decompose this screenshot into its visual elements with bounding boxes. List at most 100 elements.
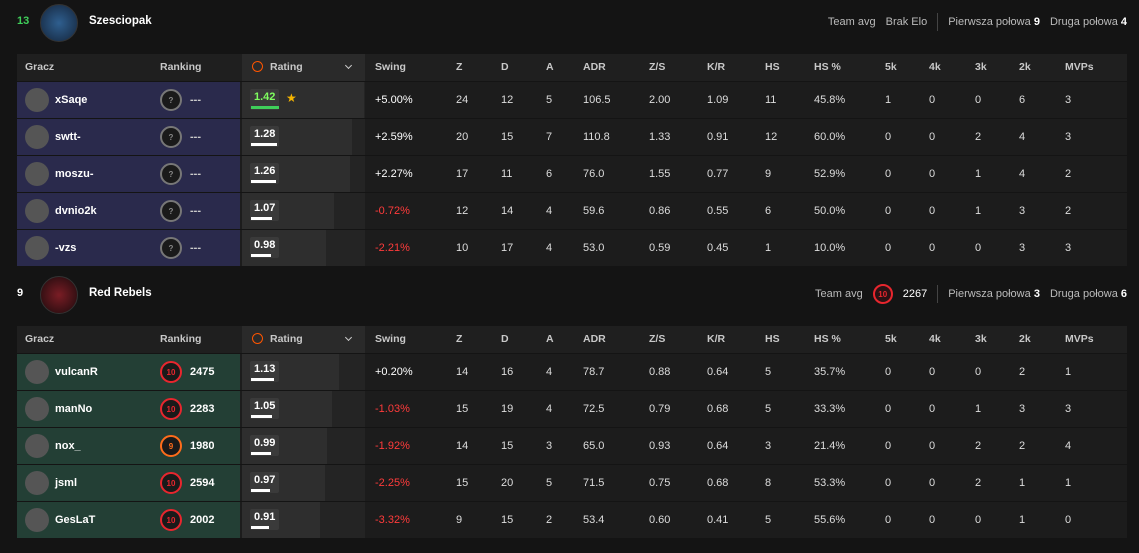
stat: 0 <box>885 403 892 415</box>
rating-bar <box>251 415 272 418</box>
stat: 6 <box>546 168 553 180</box>
stat: 4 <box>1019 131 1026 143</box>
stat: 0.79 <box>649 403 671 415</box>
stat: 3 <box>1065 403 1072 415</box>
player-cell <box>17 428 240 464</box>
level-badge: ? <box>160 237 182 259</box>
second-half-score: 4 <box>1120 16 1127 28</box>
stat: 10 <box>456 242 469 254</box>
swing: +2.59% <box>375 131 413 143</box>
col-header: Swing <box>375 333 406 345</box>
stat: 24 <box>456 94 469 106</box>
stat: 4 <box>546 205 553 217</box>
stat: 0 <box>929 168 936 180</box>
team-score: 13 <box>17 15 30 27</box>
elo: 2475 <box>190 366 215 378</box>
player-cell <box>17 193 240 229</box>
stat: 15 <box>501 131 514 143</box>
rating-bar <box>251 143 277 146</box>
rating-badge <box>250 435 279 456</box>
stat: 0.64 <box>707 440 729 452</box>
stat: 2 <box>1065 205 1072 217</box>
stat: 53.3% <box>814 477 846 489</box>
avatar <box>25 397 49 421</box>
stat: 9 <box>765 168 772 180</box>
rating-badge <box>250 509 279 530</box>
elo: 2002 <box>190 514 215 526</box>
stat: 12 <box>501 94 514 106</box>
level-badge: 10 <box>160 361 182 383</box>
stat: 0 <box>885 440 892 452</box>
player-cell <box>17 156 240 192</box>
col-header: HS <box>765 333 780 345</box>
stat: 0 <box>885 477 892 489</box>
stat: 45.8% <box>814 94 846 106</box>
rating-badge <box>250 126 279 147</box>
rating: 1.07 <box>254 202 276 214</box>
stat: 0.93 <box>649 440 671 452</box>
rating: 1.42 <box>254 91 276 103</box>
elo: --- <box>190 205 201 217</box>
col-header: Z <box>456 333 463 345</box>
separator <box>937 13 939 31</box>
stat: 3 <box>1019 403 1026 415</box>
avatar <box>25 162 49 186</box>
stat: 0.68 <box>707 477 729 489</box>
rating: 1.05 <box>254 400 276 412</box>
stat: 1.33 <box>649 131 671 143</box>
stat: 106.5 <box>583 94 611 106</box>
level-badge: 10 <box>160 398 182 420</box>
stat: 10.0% <box>814 242 846 254</box>
elo: --- <box>190 94 201 106</box>
elo: 1980 <box>190 440 215 452</box>
stat: 2 <box>975 440 982 452</box>
stat: 65.0 <box>583 440 605 452</box>
stat: 8 <box>765 477 772 489</box>
rating-bar <box>251 489 271 492</box>
stat: 15 <box>456 477 469 489</box>
team-level: 10 <box>872 284 893 304</box>
team-name: Red Rebels <box>89 287 152 299</box>
stat: 1 <box>975 403 982 415</box>
first-half-score: 9 <box>1033 16 1040 28</box>
stat: 17 <box>456 168 469 180</box>
elo: --- <box>190 242 201 254</box>
stat: 0 <box>885 205 892 217</box>
col-header: ADR <box>583 61 606 73</box>
stat: 4 <box>546 403 553 415</box>
stat: 0.59 <box>649 242 671 254</box>
col-header: 2k <box>1019 61 1031 73</box>
stat: 0 <box>885 131 892 143</box>
stat: 2 <box>1019 440 1026 452</box>
stat: 0 <box>975 94 982 106</box>
stat: 16 <box>501 366 514 378</box>
col-header: 3k <box>975 61 987 73</box>
stat: 0 <box>929 94 936 106</box>
stat: 52.9% <box>814 168 846 180</box>
first-half-score: 3 <box>1033 288 1040 300</box>
col-header: Gracz <box>25 61 55 73</box>
rating-bar <box>251 180 277 183</box>
stat: 0.64 <box>707 366 729 378</box>
avatar <box>25 199 49 223</box>
player-name: manNo <box>55 403 93 415</box>
stat: 0.75 <box>649 477 671 489</box>
stat: 14 <box>501 205 514 217</box>
level-badge: 9 <box>160 435 182 457</box>
stat: 60.0% <box>814 131 846 143</box>
avatar <box>25 360 49 384</box>
stat: 0.60 <box>649 514 671 526</box>
swing: -2.21% <box>375 242 410 254</box>
player-name: moszu- <box>55 168 94 180</box>
stat: 0.45 <box>707 242 729 254</box>
col-header: D <box>501 333 509 345</box>
col-header: HS % <box>814 61 841 73</box>
stat: 0 <box>885 366 892 378</box>
swing: +5.00% <box>375 94 413 106</box>
player-cell <box>17 391 240 427</box>
swing: -1.03% <box>375 403 410 415</box>
player-name: -vzs <box>55 242 77 254</box>
team-avg-label: Team avg <box>815 288 863 300</box>
stat: 0.88 <box>649 366 671 378</box>
stat: 50.0% <box>814 205 846 217</box>
